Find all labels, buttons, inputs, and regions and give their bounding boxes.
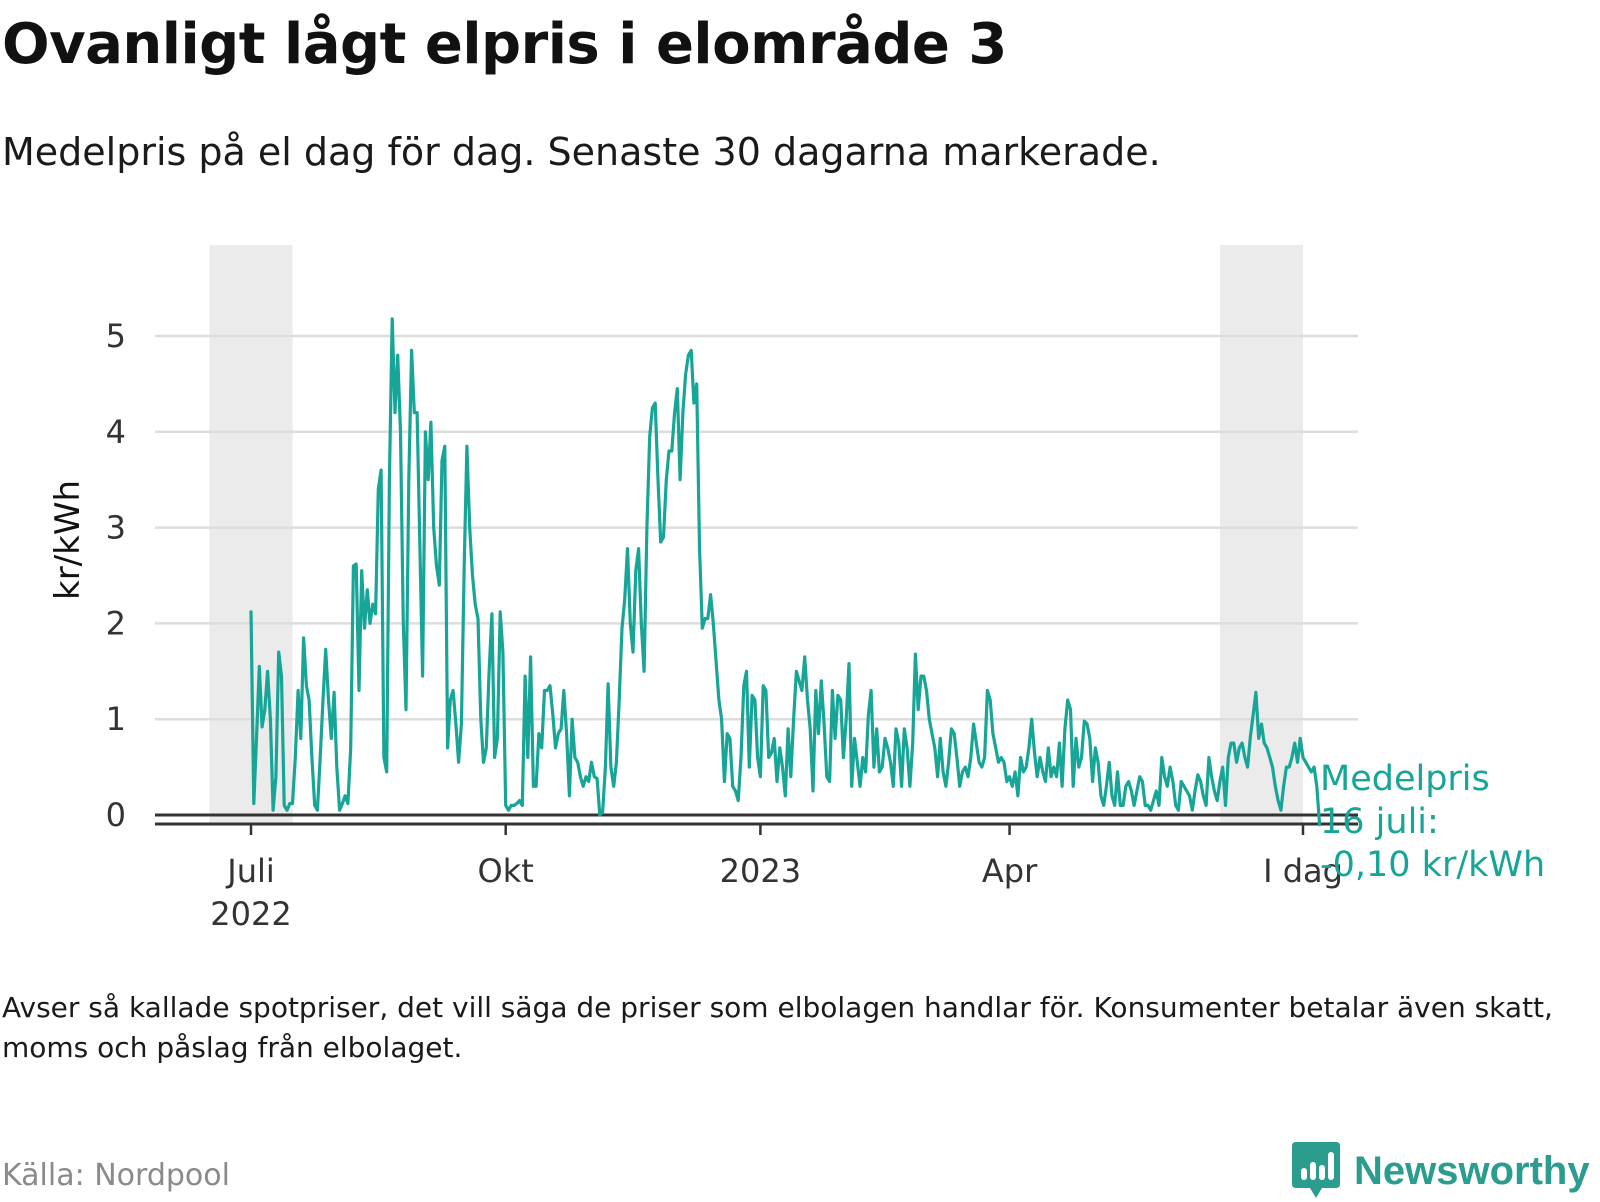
- annotation-date: 16 juli:: [1320, 802, 1439, 842]
- x-tick-label-5: I dag: [1263, 852, 1343, 890]
- source-credit: Källa: Nordpool: [2, 1158, 230, 1193]
- grid-lines: [155, 334, 1358, 721]
- x-axis: Juli 2022 Okt 2023 Apr I dag: [155, 813, 1358, 933]
- x-tick-label-2: Okt: [478, 852, 534, 890]
- x-tick-label-1: Juli: [225, 852, 275, 890]
- y-tick-label-2: 2: [106, 604, 126, 642]
- line-chart: 0 1 2 3 4 5 Juli 2022 Okt 2023 Apr I dag kr/kWh Me…: [48, 245, 1545, 933]
- highlight-band-2: [1219, 245, 1303, 825]
- y-tick-label-1: 1: [106, 700, 126, 738]
- series-line-1: [249, 317, 1322, 827]
- y-tick-label-4: 4: [106, 413, 126, 451]
- brand-name: Newsworthy: [1354, 1148, 1590, 1193]
- series-layer: [249, 317, 1322, 827]
- highlight-bands: [209, 245, 1303, 825]
- x-tick-label-3: 2023: [720, 852, 801, 890]
- y-axis-title: kr/kWh: [48, 480, 88, 600]
- footnote: Avser så kallade spotpriser, det vill sä…: [2, 991, 1553, 1064]
- y-tick-label-3: 3: [106, 509, 126, 547]
- annotation-value: -0,10 kr/kWh: [1320, 845, 1545, 885]
- highlight-band-1: [209, 245, 293, 825]
- chart-title: Ovanligt lågt elpris i elområde 3: [2, 12, 1007, 77]
- x-tick-label-4: Apr: [982, 852, 1038, 890]
- bar-chart-speech-bubble-icon: [1292, 1142, 1340, 1198]
- end-annotation: Medelpris 16 juli: -0,10 kr/kWh: [1320, 759, 1545, 885]
- annotation-label: Medelpris: [1320, 759, 1490, 799]
- y-axis-ticks: 0 1 2 3 4 5: [106, 317, 126, 834]
- chart-subtitle: Medelpris på el dag för dag. Senaste 30 …: [2, 130, 1161, 174]
- x-tick-sublabel-1: 2022: [210, 895, 291, 933]
- y-tick-label-0: 0: [106, 796, 126, 834]
- brand-logo: Newsworthy: [1290, 1140, 1590, 1202]
- y-tick-label-5: 5: [106, 317, 126, 355]
